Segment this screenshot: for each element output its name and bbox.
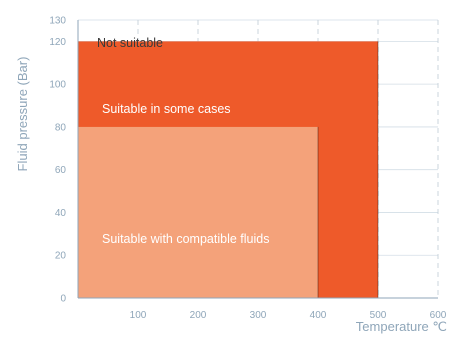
y-axis-title: Fluid pressure (Bar) [15,57,30,172]
axis-layer [77,20,438,299]
x-tick-label: 200 [190,310,207,321]
y-tick-label: 130 [49,16,66,27]
y-tick-label: 80 [55,122,67,133]
y-tick-label: 0 [60,294,66,305]
y-tick-label: 60 [55,165,67,176]
y-tick-label: 120 [49,37,66,48]
x-tick-label: 100 [130,310,147,321]
x-tick-label: 400 [310,310,327,321]
y-tick-label: 40 [55,208,67,219]
label-layer: 0 20 40 60 80 100 120 130 100 200 300 400 500 600 Not … [49,16,446,322]
region-label-1: Suitable in some cases [102,102,231,116]
x-tick-label: 500 [370,310,387,321]
region-label-2: Suitable with compatible fluids [102,232,269,246]
y-tick-label: 20 [55,251,67,262]
region-layer [78,41,379,299]
region-label-0: Not suitable [97,36,163,50]
x-tick-label: 300 [250,310,267,321]
region-2 [78,126,318,298]
x-axis-title: Temperature ℃ [356,319,447,334]
y-tick-label: 100 [49,80,66,91]
x-tick-label: 600 [430,310,447,321]
